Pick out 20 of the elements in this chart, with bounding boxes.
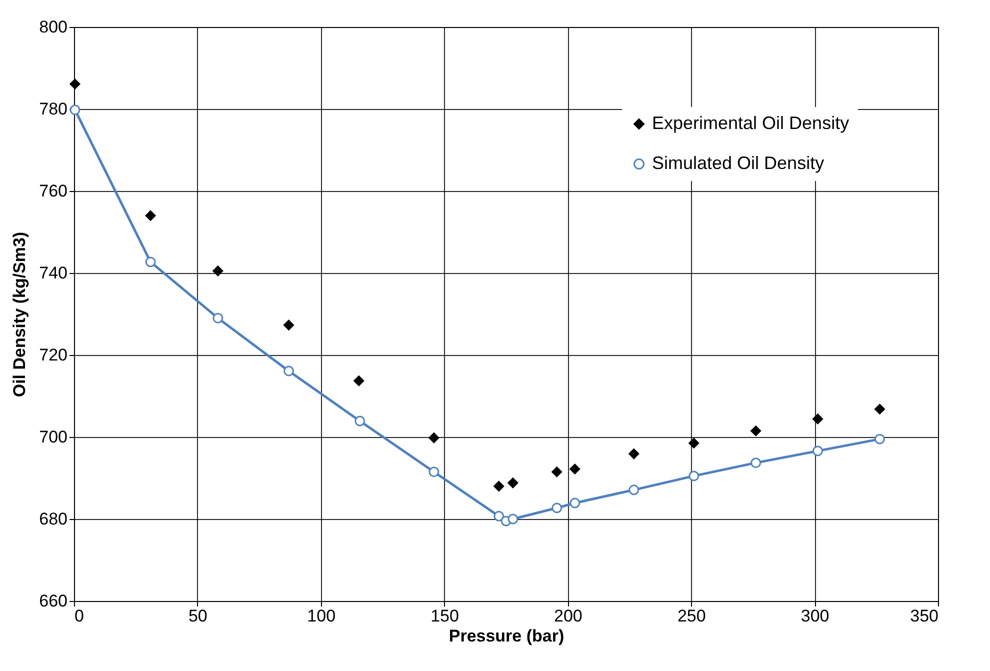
x-tick-label: 50 [188,606,208,626]
x-tick-label: 0 [74,606,84,626]
legend-label: Simulated Oil Density [652,153,824,173]
y-tick-label: 800 [39,18,68,36]
x-tick-label: 200 [554,606,582,626]
legend-label: Experimental Oil Density [652,113,850,133]
x-tick-label: 350 [910,606,938,626]
y-tick-label: 760 [39,182,68,200]
x-tick-label: 150 [430,606,459,626]
y-tick-label: 740 [39,264,68,282]
y-tick-label: 660 [39,592,68,610]
y-tick-label: 780 [39,100,68,118]
y-tick-label: 700 [39,428,68,446]
y-tick-label: 680 [39,510,68,528]
y-tick-label: 720 [39,346,68,364]
x-tick-label: 250 [677,606,706,626]
y-axis-title: Oil Density (kg/Sm3) [10,232,30,398]
x-tick-label: 100 [307,606,336,626]
x-axis-title: Pressure (bar) [448,626,564,646]
x-tick-label: 300 [800,606,830,626]
